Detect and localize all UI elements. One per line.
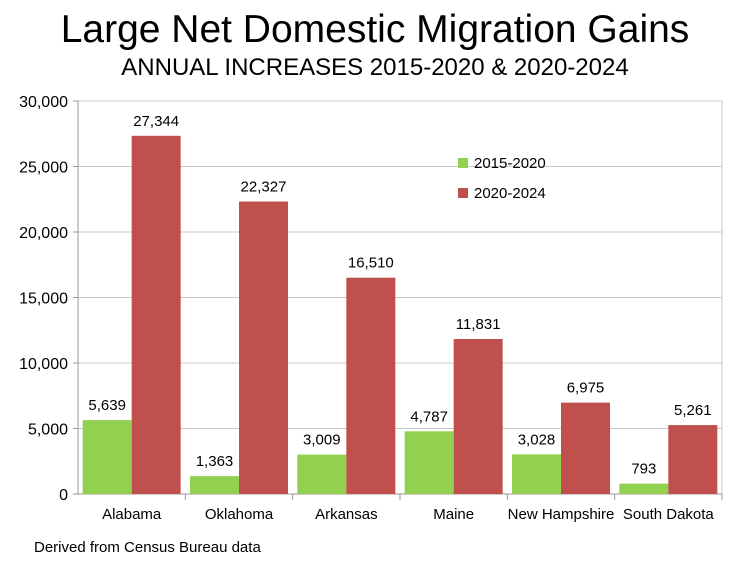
data-label: 3,028 bbox=[518, 431, 556, 448]
source-note: Derived from Census Bureau data bbox=[34, 539, 261, 556]
x-tick-label: New Hampshire bbox=[508, 506, 615, 523]
data-label: 5,261 bbox=[674, 402, 712, 419]
data-label: 16,510 bbox=[348, 255, 394, 272]
x-tick-label: Arkansas bbox=[315, 506, 378, 523]
data-label: 5,639 bbox=[88, 397, 126, 414]
data-label: 793 bbox=[631, 461, 656, 478]
y-tick-label: 30,000 bbox=[19, 94, 68, 111]
bar-2015-2020 bbox=[619, 483, 669, 494]
y-tick-label: 15,000 bbox=[19, 291, 68, 308]
bar-2020-2024 bbox=[131, 135, 181, 495]
x-tick-label: Alabama bbox=[102, 506, 162, 523]
data-label: 11,831 bbox=[456, 316, 501, 333]
y-tick-label: 20,000 bbox=[19, 225, 68, 242]
chart-subtitle: ANNUAL INCREASES 2015-2020 & 2020-2024 bbox=[121, 54, 629, 81]
x-tick-label: Maine bbox=[433, 506, 474, 523]
y-tick-label: 0 bbox=[59, 487, 68, 504]
bar-2015-2020 bbox=[190, 476, 239, 494]
bar-2020-2024 bbox=[668, 425, 718, 494]
legend-label: 2020-2024 bbox=[474, 185, 546, 202]
bar-2015-2020 bbox=[512, 454, 561, 494]
bar-2020-2024 bbox=[453, 339, 503, 494]
data-label: 3,009 bbox=[303, 432, 341, 449]
y-tick-label: 10,000 bbox=[19, 356, 68, 373]
bar-2020-2024 bbox=[346, 277, 396, 494]
data-label: 6,975 bbox=[567, 380, 605, 397]
x-tick-label: Oklahoma bbox=[205, 506, 274, 523]
chart-title: Large Net Domestic Migration Gains bbox=[60, 8, 690, 51]
bar-2015-2020 bbox=[404, 431, 454, 494]
data-label: 4,787 bbox=[410, 408, 448, 425]
legend-swatch bbox=[458, 158, 468, 168]
data-label: 27,344 bbox=[133, 113, 179, 130]
bar-2020-2024 bbox=[561, 402, 610, 494]
y-tick-label: 25,000 bbox=[19, 160, 68, 177]
bar-2015-2020 bbox=[297, 454, 347, 494]
data-label: 22,327 bbox=[241, 179, 287, 196]
y-tick-label: 5,000 bbox=[28, 422, 68, 439]
bar-2015-2020 bbox=[82, 420, 132, 494]
bar-2020-2024 bbox=[239, 201, 288, 494]
x-tick-label: South Dakota bbox=[623, 506, 715, 523]
legend-swatch bbox=[458, 188, 468, 198]
data-label: 1,363 bbox=[196, 453, 234, 470]
legend-label: 2015-2020 bbox=[474, 155, 546, 172]
